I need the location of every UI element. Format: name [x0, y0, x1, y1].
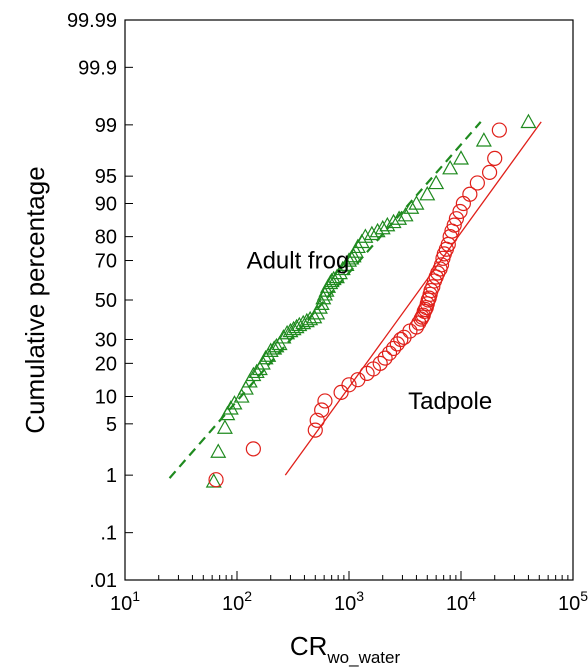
y-tick-label: 20 [95, 353, 117, 375]
data-point-triangle [353, 233, 370, 249]
data-point-circle [372, 355, 388, 371]
data-point-circle [455, 195, 471, 212]
data-point-circle [377, 350, 393, 366]
data-point-circle [430, 265, 446, 281]
data-point-circle [245, 441, 261, 457]
data-point-circle [420, 292, 436, 308]
x-tick-label: 103 [334, 588, 364, 615]
data-point-triangle [216, 419, 233, 434]
data-point-circle [442, 229, 458, 245]
data-point-triangle [340, 252, 358, 267]
data-point-triangle [379, 216, 396, 232]
data-point-triangle [520, 113, 537, 129]
data-point-triangle [313, 295, 330, 310]
data-point-circle [448, 211, 465, 227]
y-tick-label: 99.99 [67, 10, 117, 32]
data-point-circle [341, 377, 357, 393]
y-tick-label: .01 [89, 570, 117, 592]
fit-lines [168, 121, 542, 479]
data-point-circle [396, 329, 412, 345]
y-tick-label: 30 [95, 329, 117, 351]
data-point-circle [452, 203, 468, 220]
y-tick-label: 95 [95, 166, 117, 188]
data-point-triangle [403, 199, 420, 214]
y-tick-label: .1 [100, 523, 117, 545]
data-point-circle [433, 257, 450, 273]
data-point-triangle [442, 159, 459, 175]
data-point-circle [393, 331, 409, 348]
data-point-triangle [262, 342, 279, 357]
data-point-circle [359, 365, 375, 381]
series-annotation: Tadpole [408, 388, 492, 415]
y-tick-label: 99 [95, 115, 117, 137]
x-axis: 101 102 103 104 105 [110, 571, 588, 615]
data-point-triangle [233, 388, 250, 403]
data-point-triangle [428, 174, 445, 190]
data-point-circle [208, 472, 224, 488]
data-point-circle [446, 217, 462, 233]
data-point-triangle [205, 473, 222, 488]
data-point-triangle [237, 380, 254, 395]
data-point-triangle [295, 314, 312, 330]
data-point-triangle [475, 132, 492, 147]
data-point-circle [487, 150, 503, 166]
data-point-circle [408, 319, 425, 335]
data-point-circle [309, 412, 325, 428]
data-point-triangle [328, 268, 345, 284]
y-tick-label: 1 [106, 465, 117, 487]
data-point-circle [481, 164, 498, 180]
data-point-circle [416, 303, 432, 319]
y-tick-label: 90 [95, 194, 117, 216]
data-point-triangle [334, 260, 351, 276]
data-point-triangle [357, 228, 374, 243]
data-point-triangle [391, 210, 408, 225]
annotations: Adult frog Tadpole [247, 248, 493, 415]
data-point-circle [385, 340, 402, 357]
data-point-triangle [210, 443, 227, 458]
y-tick-label: 50 [95, 290, 117, 312]
y-tick-label: 99.9 [78, 57, 117, 79]
data-point-circle [462, 186, 478, 202]
x-axis-title-main: CR [290, 631, 328, 661]
data-point-triangle [349, 238, 366, 254]
data-point-circle [425, 279, 441, 295]
data-point-circle [307, 422, 323, 438]
data-point-triangle [419, 185, 436, 201]
y-axis-title: Cumulative percentage [20, 166, 50, 433]
plot-frame [124, 19, 574, 581]
y-tick-label: 70 [95, 251, 117, 273]
data-point-triangle [323, 272, 340, 288]
data-point-circle [491, 122, 507, 138]
y-tick-label: 10 [95, 386, 117, 408]
series-annotation: Adult frog [247, 248, 350, 275]
data-point-triangle [222, 400, 239, 415]
x-tick-label: 105 [558, 588, 588, 615]
x-axis-title-subscript: wo_water [326, 648, 400, 667]
data-point-circle [469, 175, 485, 191]
data-point-circle [381, 345, 398, 361]
y-tick-label: 80 [95, 227, 117, 249]
data-point-triangle [397, 206, 414, 222]
data-point-triangle [266, 340, 283, 355]
data-point-triangle [268, 337, 285, 353]
fit-line-circle [284, 121, 542, 476]
data-point-triangle [452, 150, 470, 165]
data-point-circle [317, 393, 333, 409]
x-tick-label: 101 [110, 588, 140, 615]
x-tick-label: 104 [446, 588, 476, 615]
data-point-triangle [257, 349, 274, 365]
y-tick-label: 5 [106, 414, 117, 436]
x-tick-label: 102 [222, 588, 252, 615]
data-point-triangle [385, 213, 402, 229]
data-point-triangle [408, 195, 425, 210]
data-markers [205, 113, 537, 488]
data-point-circle [314, 402, 330, 418]
data-point-triangle [248, 363, 265, 379]
data-point-triangle [298, 312, 315, 328]
x-axis-title: CRwo_water [290, 631, 401, 667]
data-point-triangle [306, 308, 323, 324]
